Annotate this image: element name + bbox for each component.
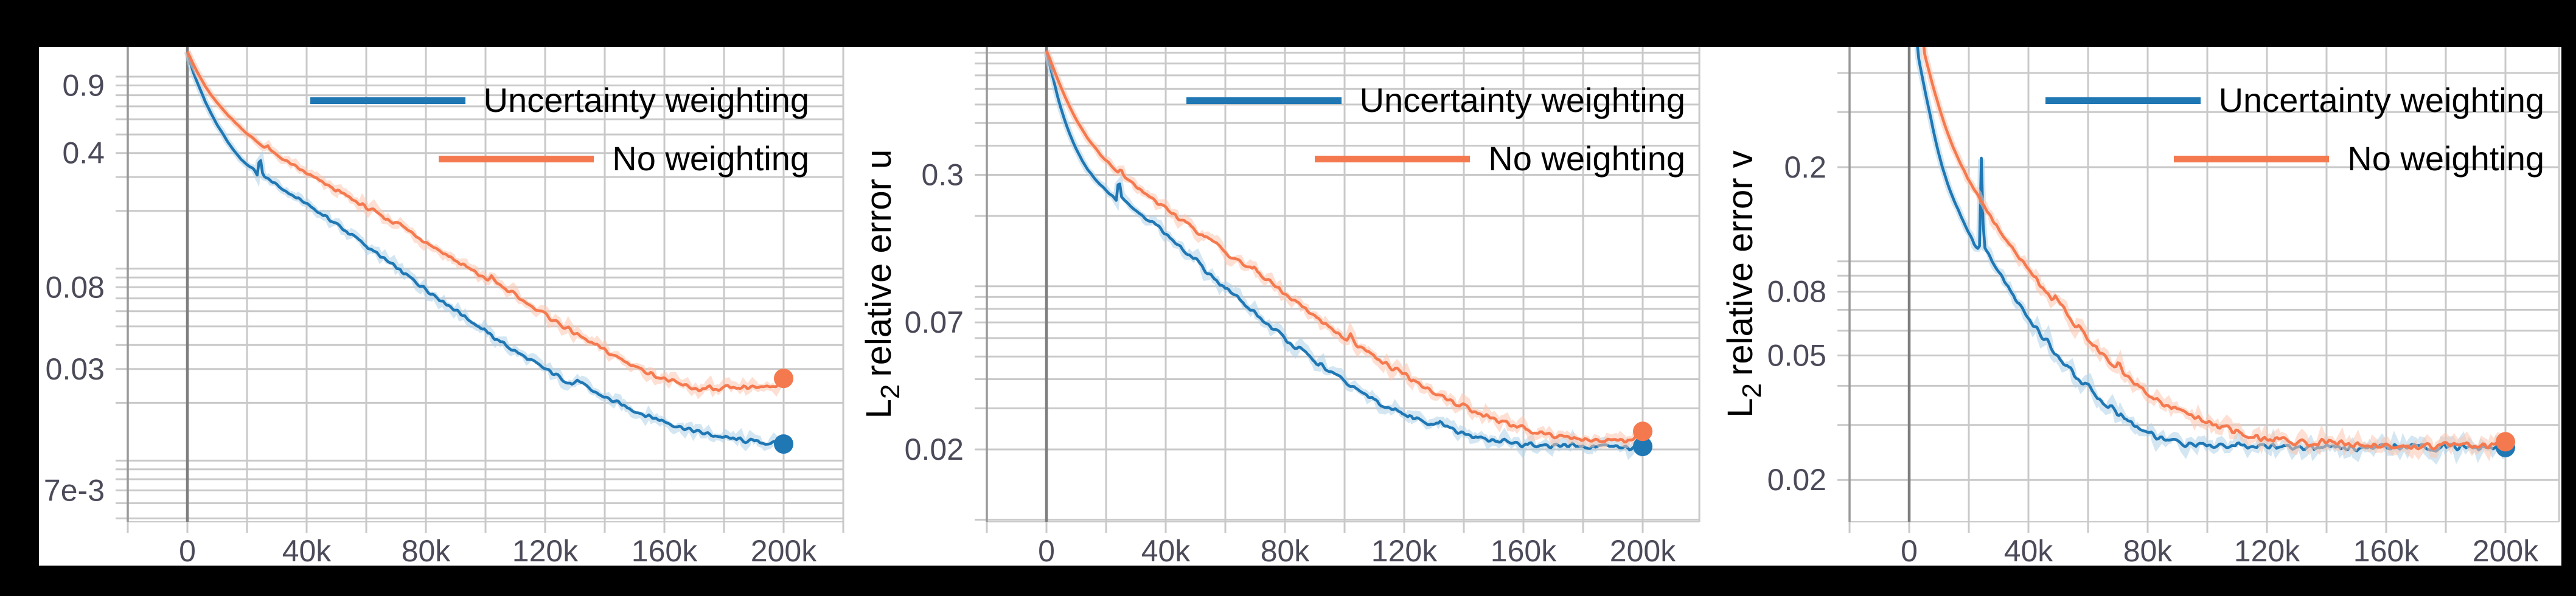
legend-label: No weighting xyxy=(1488,139,1685,178)
legend-item-no-weighting[interactable]: No weighting xyxy=(1315,133,1685,185)
y-tick-label: 0.08 xyxy=(46,270,105,304)
x-tick-label: 160k xyxy=(2353,534,2420,566)
legend-swatch-orange-line xyxy=(439,155,594,162)
legend-label: Uncertainty weighting xyxy=(1359,81,1685,119)
y-tick-label: 0.05 xyxy=(1767,339,1826,373)
legend-label: Uncertainty weighting xyxy=(2218,81,2544,119)
x-tick-label: 120k xyxy=(2234,534,2300,566)
x-tick-label: 0 xyxy=(1038,534,1055,566)
y-tick-label: 0.3 xyxy=(921,158,964,192)
chart-panel-1: 0.9 0.4 0.08 0.03 7e-3 0 40k 80k 120k 160k 200k xyxy=(39,47,847,566)
x-tick-label: 200k xyxy=(751,534,817,566)
y-tick-label: 0.4 xyxy=(62,136,105,170)
x-tick-label: 120k xyxy=(512,534,579,566)
x-tick-label: 120k xyxy=(1371,534,1438,566)
legend-item-uncertainty-weighting[interactable]: Uncertainty weighting xyxy=(1186,74,1685,126)
legend-panel-2: Uncertainty weighting No weighting xyxy=(847,74,1685,185)
y-tick-label: 0.02 xyxy=(1767,463,1826,497)
y-axis-title: L2relative error u xyxy=(859,150,905,419)
x-gridlines xyxy=(127,47,844,533)
legend-label: Uncertainty weighting xyxy=(483,81,809,119)
legend-label: No weighting xyxy=(612,139,809,178)
series-end-dot-blue xyxy=(774,434,793,454)
chart-panel-3-l2-error-v: 0.2 0.08 0.05 0.02 0 40k 80k 120k 160k 200k L2rela… xyxy=(1713,47,2561,566)
y-axis-title: L2relative error v xyxy=(1721,150,1767,417)
x-tick-label: 160k xyxy=(632,534,698,566)
y-tick-label: 0.2 xyxy=(1784,150,1826,184)
legend-swatch-blue-line xyxy=(310,97,465,104)
y-tick-label: 7e-3 xyxy=(44,473,105,507)
x-tick-label: 40k xyxy=(2004,534,2054,566)
legend-item-no-weighting[interactable]: No weighting xyxy=(439,133,809,185)
x-tick-label: 200k xyxy=(2473,534,2539,566)
series-end-dot-orange xyxy=(774,369,793,389)
series-end-dot-orange xyxy=(1633,421,1652,442)
x-tick-label: 80k xyxy=(1261,534,1311,566)
series-line-orange xyxy=(1922,47,2505,451)
y-tick-label: 0.08 xyxy=(1767,275,1826,309)
x-tick-label: 80k xyxy=(2123,534,2173,566)
legend-swatch-orange-line xyxy=(1315,155,1471,162)
series-line-orange xyxy=(1045,50,1643,444)
series-end-dot-orange xyxy=(2496,432,2515,452)
legend-panel-1: Uncertainty weighting No weighting xyxy=(39,74,809,185)
x-tick-label: 160k xyxy=(1491,534,1557,566)
legend-panel-3: Uncertainty weighting No weighting xyxy=(1713,74,2544,185)
y-tick-label: 0.03 xyxy=(46,352,105,386)
legend-label: No weighting xyxy=(2347,139,2544,178)
legend-swatch-blue-line xyxy=(2045,97,2201,104)
x-tick-label: 40k xyxy=(282,534,332,566)
x-tick-label: 0 xyxy=(1901,534,1918,566)
x-tick-label: 40k xyxy=(1141,534,1191,566)
panel-background xyxy=(847,47,1713,566)
series-line-orange xyxy=(186,50,784,393)
legend-item-uncertainty-weighting[interactable]: Uncertainty weighting xyxy=(2045,74,2544,126)
y-tick-label: 0.07 xyxy=(905,305,964,339)
legend-swatch-blue-line xyxy=(1186,97,1342,104)
legend-swatch-orange-line xyxy=(2174,155,2330,162)
series-end-dot-blue xyxy=(1633,437,1652,457)
y-tick-label: 0.9 xyxy=(62,69,105,103)
series-line-blue xyxy=(1045,50,1643,452)
series-line-blue xyxy=(186,51,784,446)
y-gridlines xyxy=(1837,72,2560,481)
x-tick-label: 80k xyxy=(402,534,451,566)
y-tick-label: 0.02 xyxy=(905,432,964,466)
x-tick-label: 0 xyxy=(179,534,196,566)
chart-panel-2-l2-error-u: 0.3 0.07 0.02 0 40k 80k 120k 160k 200k L2relative… xyxy=(847,47,1713,566)
legend-item-no-weighting[interactable]: No weighting xyxy=(2174,133,2544,185)
x-tick-label: 200k xyxy=(1610,534,1676,566)
legend-item-uncertainty-weighting[interactable]: Uncertainty weighting xyxy=(310,74,809,126)
